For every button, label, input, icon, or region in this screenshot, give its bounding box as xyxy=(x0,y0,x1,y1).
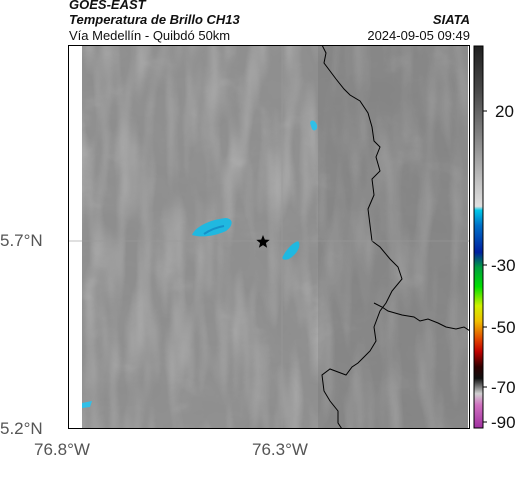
lon-label-76-3: 76.3°W xyxy=(252,440,308,459)
gridlines xyxy=(68,45,470,429)
agency-label: SIATA xyxy=(432,12,470,27)
cold-cloud-tops xyxy=(82,120,318,408)
product-title: Temperatura de Brillo CH13 xyxy=(69,12,240,27)
colorbar-tick-minus50: -50 xyxy=(491,318,516,337)
star-icon xyxy=(256,235,270,248)
colorbar-scale xyxy=(473,45,484,429)
satellite-name: GOES-EAST xyxy=(69,0,146,12)
brightness-temperature-map xyxy=(68,45,470,429)
colorbar-tick-minus70: -70 xyxy=(491,378,516,397)
lat-label-5-2: 5.2°N xyxy=(0,419,43,438)
lat-label-5-7: 5.7°N xyxy=(0,231,43,250)
map-frame xyxy=(68,45,470,429)
country-border xyxy=(321,45,470,429)
colorbar: 20 -30 -50 -70 -90 xyxy=(473,45,516,431)
region-label: Vía Medellín - Quibdó 50km xyxy=(69,28,231,43)
satellite-imagery xyxy=(82,45,468,429)
colorbar-tick-minus90: -90 xyxy=(491,413,516,431)
colorbar-tick-minus30: -30 xyxy=(491,256,516,275)
colorbar-tick-20: 20 xyxy=(495,102,514,121)
datetime-label: 2024-09-05 09:49 xyxy=(367,28,470,43)
lon-label-76-8: 76.8°W xyxy=(34,440,90,459)
